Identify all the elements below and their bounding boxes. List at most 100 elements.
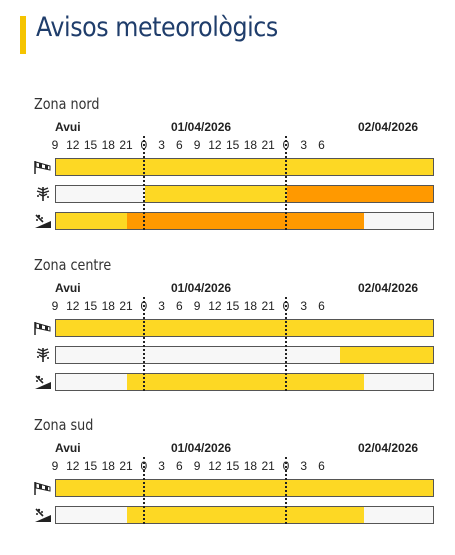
- warning-segment-yellow[interactable]: [56, 480, 433, 496]
- warning-track[interactable]: [55, 185, 434, 203]
- warning-segment-yellow[interactable]: [56, 159, 433, 175]
- snow-tree-icon: [34, 186, 52, 202]
- hour-label: 18: [243, 459, 258, 473]
- hour-label: 12: [66, 299, 80, 313]
- warning-track[interactable]: [55, 346, 434, 364]
- hour-label: 3: [300, 459, 308, 473]
- warning-segment-yellow[interactable]: [144, 186, 287, 202]
- warning-segment-yellow[interactable]: [127, 507, 364, 523]
- hour-label: 18: [101, 299, 115, 313]
- hour-label: 21: [261, 299, 275, 313]
- hour-label: 9: [193, 299, 201, 313]
- hour-label: 3: [158, 138, 165, 152]
- wind-sock-icon: [34, 320, 52, 336]
- warning-track[interactable]: [55, 158, 434, 176]
- warning-segment-orange[interactable]: [127, 213, 364, 229]
- warning-segment-yellow[interactable]: [340, 347, 433, 363]
- wind-sock-icon: [34, 480, 52, 496]
- zone-title: Zona centre: [34, 256, 112, 274]
- hour-label: 15: [225, 459, 240, 473]
- snow-tree-icon: [34, 347, 52, 363]
- hour-label: 6: [318, 138, 325, 152]
- hour-label: 6: [176, 459, 183, 473]
- hour-label: 12: [208, 299, 222, 313]
- zone-zona-centre: Zona centre Avui 01/04/2026 02/04/2026 9 12 15…: [0, 256, 455, 399]
- zone-zona-sud: Zona sud Avui 01/04/2026 02/04/2026 9 12 15 18 2…: [0, 416, 455, 532]
- warning-segment-yellow[interactable]: [127, 374, 364, 390]
- hour-label: 6: [318, 459, 325, 473]
- hour-axis: 9 12 15 18 21 0 3 6 9 12 15 18 21 0 3 6: [0, 138, 455, 152]
- warning-segment-none[interactable]: [363, 507, 433, 523]
- wind-sock-icon: [34, 159, 52, 175]
- day-divider: [284, 297, 287, 391]
- hour-label: 15: [83, 459, 98, 473]
- day-divider: [142, 297, 145, 391]
- hour-label: 12: [208, 138, 222, 152]
- warning-segment-none[interactable]: [363, 213, 433, 229]
- title-accent-bar: [20, 16, 26, 54]
- zone-title: Zona sud: [34, 416, 94, 434]
- hour-label: 18: [243, 138, 258, 152]
- day-label: 01/04/2026: [171, 281, 232, 295]
- day-label: 02/04/2026: [358, 441, 419, 455]
- day-divider: [284, 457, 287, 524]
- warning-track[interactable]: [55, 506, 434, 524]
- warning-segment-none[interactable]: [56, 186, 145, 202]
- avalanche-icon: [34, 507, 52, 523]
- warning-segment-none[interactable]: [56, 347, 341, 363]
- hour-label: 6: [176, 138, 183, 152]
- day-label: 02/04/2026: [358, 281, 419, 295]
- warning-segment-yellow[interactable]: [56, 213, 128, 229]
- hour-label: 15: [83, 299, 98, 313]
- hour-label: 18: [101, 459, 115, 473]
- hour-label: 21: [119, 299, 133, 313]
- hour-axis: 9 12 15 18 21 0 3 6 9 12 15 18 21 0 3 6: [0, 459, 455, 473]
- day-divider: [142, 457, 145, 524]
- warning-segment-none[interactable]: [56, 374, 128, 390]
- hour-label: 9: [193, 138, 201, 152]
- warning-track[interactable]: [55, 319, 434, 337]
- warning-segment-none[interactable]: [363, 374, 433, 390]
- hour-label: 15: [225, 138, 240, 152]
- hour-label: 9: [51, 459, 59, 473]
- hour-label: 21: [119, 138, 133, 152]
- day-divider: [142, 136, 145, 230]
- avalanche-icon: [34, 213, 52, 229]
- hour-label: 9: [51, 299, 59, 313]
- zone-title: Zona nord: [34, 95, 100, 113]
- day-label: 01/04/2026: [171, 120, 232, 134]
- hour-label: 6: [176, 299, 183, 313]
- day-divider: [284, 136, 287, 230]
- hour-label: 12: [208, 459, 222, 473]
- zone-zona-nord: Zona nord Avui 01/04/2026 02/04/2026 9 12 15 18…: [0, 95, 455, 238]
- hour-label: 18: [243, 299, 258, 313]
- day-label: Avui: [55, 441, 81, 455]
- warning-segment-yellow[interactable]: [56, 320, 433, 336]
- hour-label: 21: [119, 459, 133, 473]
- hour-label: 21: [261, 138, 275, 152]
- day-label: Avui: [55, 281, 81, 295]
- day-label: 01/04/2026: [171, 441, 232, 455]
- hour-label: 18: [101, 138, 115, 152]
- day-label: Avui: [55, 120, 81, 134]
- hour-label: 3: [300, 138, 308, 152]
- warning-track[interactable]: [55, 212, 434, 230]
- warning-segment-orange[interactable]: [286, 186, 433, 202]
- hour-label: 3: [158, 459, 165, 473]
- hour-label: 15: [83, 138, 98, 152]
- hour-label: 15: [225, 299, 240, 313]
- hour-label: 9: [51, 138, 59, 152]
- hour-label: 21: [261, 459, 275, 473]
- page-title: Avisos meteorològics: [36, 12, 278, 43]
- avalanche-icon: [34, 374, 52, 390]
- hour-label: 12: [66, 138, 80, 152]
- hour-label: 9: [193, 459, 201, 473]
- warning-track[interactable]: [55, 479, 434, 497]
- hour-label: 3: [158, 299, 165, 313]
- hour-label: 12: [66, 459, 80, 473]
- hour-axis: 9 12 15 18 21 0 3 6 9 12 15 18 21 0 3 6: [0, 299, 455, 313]
- warning-segment-none[interactable]: [56, 507, 128, 523]
- warning-track[interactable]: [55, 373, 434, 391]
- day-label: 02/04/2026: [358, 120, 419, 134]
- hour-label: 3: [300, 299, 308, 313]
